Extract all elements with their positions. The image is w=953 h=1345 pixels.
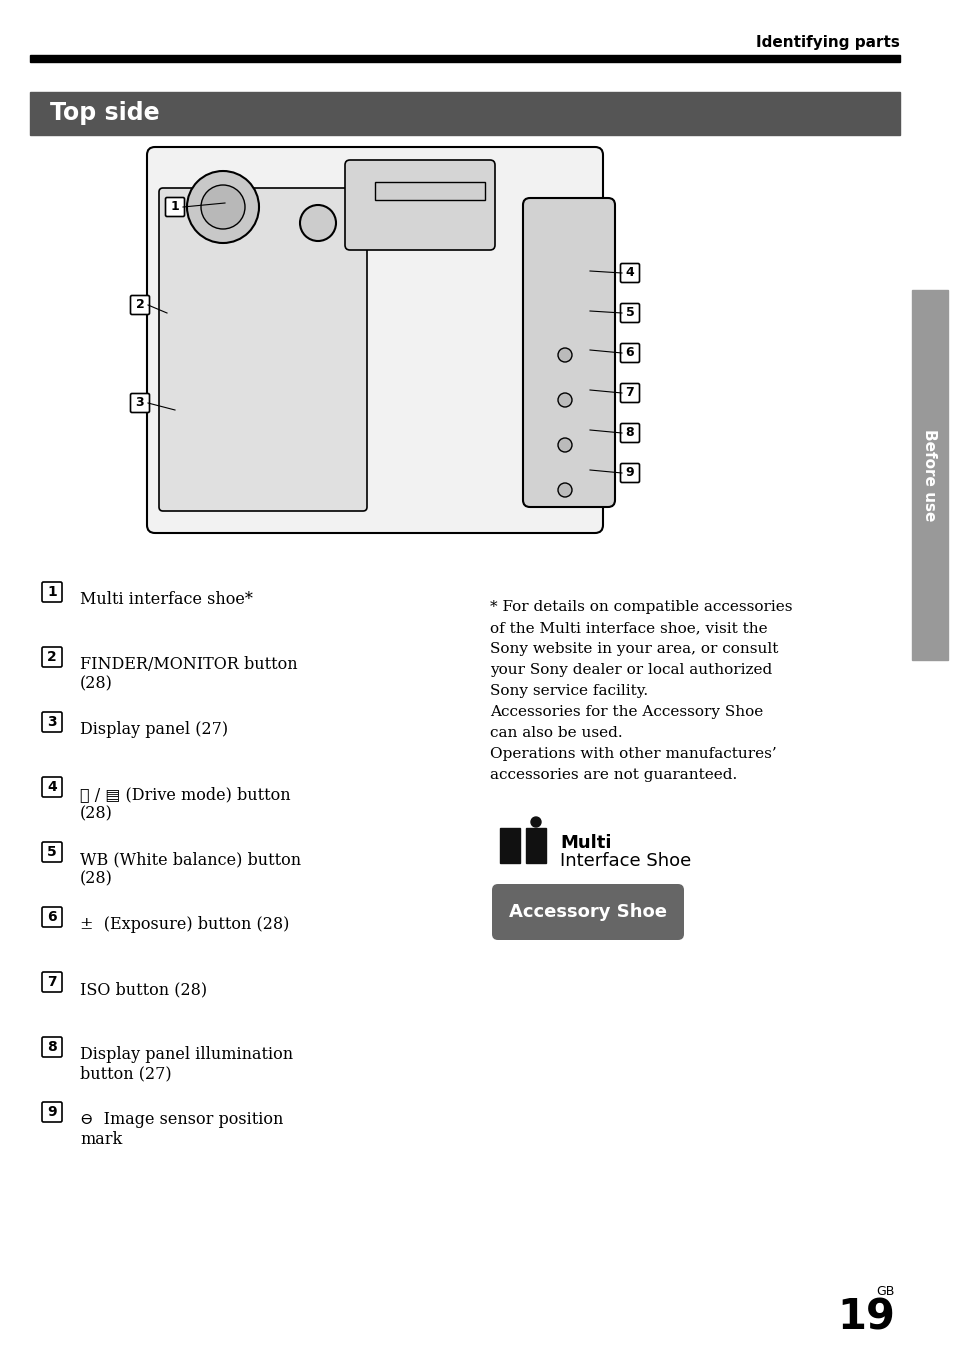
FancyBboxPatch shape	[619, 264, 639, 282]
Text: 5: 5	[47, 845, 57, 859]
Bar	[525, 829, 545, 863]
Text: 9: 9	[625, 467, 634, 480]
FancyBboxPatch shape	[159, 188, 367, 511]
Text: 7: 7	[47, 975, 57, 989]
Text: 6: 6	[47, 911, 57, 924]
FancyBboxPatch shape	[42, 1037, 62, 1057]
Text: WB (White balance) button
(28): WB (White balance) button (28)	[80, 851, 301, 888]
Text: ⊖  Image sensor position
mark: ⊖ Image sensor position mark	[80, 1111, 283, 1147]
Circle shape	[558, 348, 572, 362]
FancyBboxPatch shape	[619, 304, 639, 323]
Text: of the Multi interface shoe, visit the: of the Multi interface shoe, visit the	[490, 621, 767, 635]
Text: Multi: Multi	[559, 834, 611, 851]
Text: Display panel (27): Display panel (27)	[80, 721, 228, 738]
Text: ♈ / ▤ (Drive mode) button
(28): ♈ / ▤ (Drive mode) button (28)	[80, 785, 291, 823]
Text: GB: GB	[876, 1284, 894, 1298]
Text: ISO button (28): ISO button (28)	[80, 981, 207, 998]
Text: Multi interface shoe*: Multi interface shoe*	[80, 590, 253, 608]
FancyBboxPatch shape	[42, 712, 62, 732]
Text: 2: 2	[135, 299, 144, 312]
Text: 7: 7	[625, 386, 634, 399]
FancyBboxPatch shape	[345, 160, 495, 250]
Circle shape	[531, 816, 540, 827]
FancyBboxPatch shape	[619, 343, 639, 363]
Text: * For details on compatible accessories: * For details on compatible accessories	[490, 600, 792, 615]
Circle shape	[299, 204, 335, 241]
FancyBboxPatch shape	[42, 582, 62, 603]
Text: Accessories for the Accessory Shoe: Accessories for the Accessory Shoe	[490, 705, 762, 720]
Text: your Sony dealer or local authorized: your Sony dealer or local authorized	[490, 663, 771, 677]
FancyBboxPatch shape	[42, 972, 62, 993]
Bar	[499, 829, 519, 863]
FancyBboxPatch shape	[42, 842, 62, 862]
Text: Before use: Before use	[922, 429, 937, 521]
Bar	[30, 91, 899, 134]
Text: 1: 1	[171, 200, 179, 214]
Text: 6: 6	[625, 347, 634, 359]
FancyBboxPatch shape	[42, 1102, 62, 1122]
Circle shape	[187, 171, 258, 243]
Text: 8: 8	[47, 1040, 57, 1054]
Text: 3: 3	[135, 397, 144, 409]
Bar	[30, 55, 899, 62]
Text: 8: 8	[625, 426, 634, 440]
Text: Interface Shoe: Interface Shoe	[559, 851, 691, 870]
Text: 19: 19	[836, 1297, 894, 1338]
Text: 9: 9	[47, 1106, 57, 1119]
Text: can also be used.: can also be used.	[490, 726, 622, 740]
FancyBboxPatch shape	[42, 777, 62, 798]
Text: 4: 4	[625, 266, 634, 280]
FancyBboxPatch shape	[42, 647, 62, 667]
Text: Top side: Top side	[50, 101, 159, 125]
Text: 1: 1	[47, 585, 57, 599]
Text: ±  (Exposure) button (28): ± (Exposure) button (28)	[80, 916, 289, 933]
Text: 2: 2	[47, 650, 57, 664]
FancyBboxPatch shape	[619, 424, 639, 443]
FancyBboxPatch shape	[522, 198, 615, 507]
FancyBboxPatch shape	[147, 147, 602, 533]
FancyBboxPatch shape	[619, 464, 639, 483]
Text: Sony service facility.: Sony service facility.	[490, 685, 647, 698]
Bar	[375, 182, 484, 200]
FancyBboxPatch shape	[131, 296, 150, 315]
Text: Display panel illumination
button (27): Display panel illumination button (27)	[80, 1046, 293, 1083]
Text: 4: 4	[47, 780, 57, 794]
Text: Sony website in your area, or consult: Sony website in your area, or consult	[490, 642, 778, 656]
Text: Identifying parts: Identifying parts	[756, 35, 899, 50]
Circle shape	[201, 186, 245, 229]
Circle shape	[558, 483, 572, 498]
Bar	[911, 291, 947, 660]
Circle shape	[558, 438, 572, 452]
Text: FINDER/MONITOR button
(28): FINDER/MONITOR button (28)	[80, 656, 297, 693]
Text: 3: 3	[47, 716, 57, 729]
Text: Operations with other manufactures’: Operations with other manufactures’	[490, 746, 776, 761]
Text: accessories are not guaranteed.: accessories are not guaranteed.	[490, 768, 737, 781]
FancyBboxPatch shape	[42, 907, 62, 927]
FancyBboxPatch shape	[131, 394, 150, 413]
FancyBboxPatch shape	[619, 383, 639, 402]
FancyBboxPatch shape	[492, 884, 683, 940]
Text: 5: 5	[625, 307, 634, 320]
Text: Accessory Shoe: Accessory Shoe	[509, 902, 666, 921]
FancyBboxPatch shape	[165, 198, 184, 217]
Circle shape	[558, 393, 572, 408]
